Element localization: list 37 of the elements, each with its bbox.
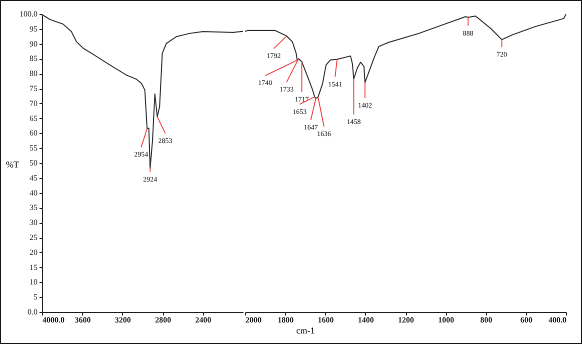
x-tick-label: 600 [520, 316, 532, 324]
y-tick-label: 0.0 [28, 308, 38, 316]
y-tick-label: 40 [30, 188, 38, 198]
y-tick-label: 10 [30, 278, 38, 287]
y-tick-label: 20 [30, 248, 38, 257]
y-tick-label: 70 [30, 98, 38, 108]
x-tick-label: 1600 [318, 316, 334, 324]
y-tick-label: 100.0 [20, 10, 38, 18]
y-tick-label: 65 [30, 114, 38, 123]
x-tick-label: 2400 [195, 316, 212, 324]
x-tick-label: 3600 [74, 316, 91, 324]
y-tick-label: 35 [30, 203, 38, 212]
y-axis-title: %T [6, 159, 20, 170]
x-tick-label: 800 [480, 316, 492, 324]
y-tick-label: 50 [30, 158, 38, 168]
y-tick-label: 85 [30, 54, 38, 64]
x-axis-title: cm-1 [296, 326, 315, 336]
x-tick-label: 4000.0 [42, 316, 64, 324]
x-tick-label: 3200 [114, 316, 131, 324]
y-tick-label: 5 [34, 292, 38, 302]
x-tick-label: 1400 [358, 316, 374, 324]
x-tick-label: 1800 [278, 316, 294, 324]
y-tick-label: 90 [30, 39, 38, 48]
y-tick-label: 75 [30, 84, 38, 93]
x-tick-label: 1200 [398, 316, 414, 324]
y-tick-label: 45 [30, 173, 38, 182]
x-tick-label: 2000 [246, 316, 262, 324]
y-tick-label: 30 [30, 218, 38, 228]
y-tick-label: 55 [30, 144, 38, 153]
y-tick-label: 95 [30, 24, 38, 34]
x-tick-label: 400.0 [548, 316, 566, 324]
x-tick-label: 2800 [155, 316, 172, 324]
y-tick-label: 80 [30, 69, 38, 78]
y-tick-label: 15 [30, 262, 38, 272]
x-tick-label: 1000 [438, 316, 454, 324]
y-tick-label: 25 [30, 233, 38, 242]
y-tick-label: 60 [30, 128, 38, 138]
